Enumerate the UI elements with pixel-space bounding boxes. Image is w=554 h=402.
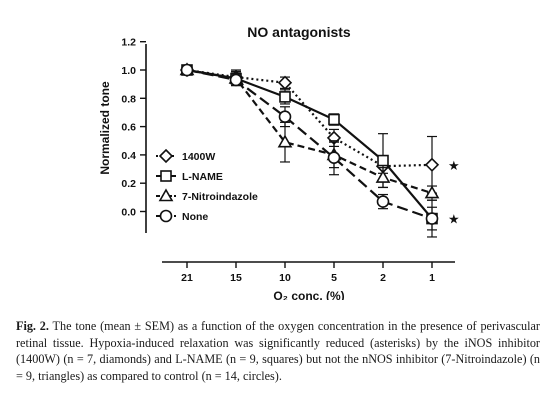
y-tick-label: 0.0: [121, 207, 136, 219]
x-tick-label: 2: [380, 272, 386, 284]
chart-title: NO antagonists: [247, 24, 351, 40]
data-point: [279, 91, 291, 103]
chart-svg: NO antagonists 1.21.00.80.60.40.20.021 15…: [98, 24, 460, 300]
y-tick-label: 1.0: [121, 65, 136, 77]
legend-label: 1400W: [182, 151, 215, 163]
y-tick-label: 1.2: [121, 37, 136, 49]
x-tick-label: 5: [331, 272, 337, 284]
series-none: [180, 63, 439, 238]
x-tick-label: 1: [429, 272, 435, 284]
data-point: [328, 113, 340, 126]
series-line: [186, 68, 433, 195]
legend-label: L-NAME: [182, 171, 223, 183]
series-layer: ★★: [179, 62, 460, 238]
x-tick-label: 21: [181, 272, 193, 284]
data-point: [229, 73, 243, 87]
chart: NO antagonists 1.2 1.0 0.8 0.6 0.4 0.2 0.0 21 15…: [98, 24, 460, 300]
legend-item: None: [156, 209, 208, 223]
data-point: [277, 134, 293, 148]
data-point: [424, 157, 440, 172]
series-line: [186, 68, 433, 220]
y-axis-label: Normalized tone: [98, 81, 112, 175]
significance-star: ★: [448, 159, 460, 174]
legend-marker: [159, 209, 173, 223]
data-point: [278, 110, 292, 123]
axes: 1.21.00.80.60.40.20.021 15 10 5 2 1: [121, 37, 455, 284]
legend-marker: [158, 188, 174, 202]
y-tick-label: 0.8: [121, 93, 136, 105]
figure-caption: Fig. 2. The tone (mean ± SEM) as a funct…: [16, 318, 540, 384]
y-tick-label: 0.4: [121, 150, 136, 162]
data-point: [376, 195, 390, 208]
series-line: [186, 68, 433, 168]
x-tick-label: 15: [230, 272, 242, 284]
legend-label: 7-Nitroindazole: [182, 191, 258, 203]
data-point: [327, 151, 341, 165]
data-point: [277, 75, 293, 90]
data-point: [424, 185, 440, 199]
legend-label: None: [182, 211, 208, 223]
data-point: [375, 169, 391, 183]
legend: 1400W L-NAME 7-Nitroindazole None: [156, 148, 258, 223]
significance-star: ★: [448, 213, 460, 228]
legend-item: 7-Nitroindazole: [156, 188, 258, 203]
data-point: [180, 63, 194, 77]
x-tick-label: 10: [279, 272, 291, 284]
legend-item: 1400W: [156, 148, 215, 164]
legend-marker: [158, 148, 174, 164]
series-line: [186, 68, 433, 220]
data-point: [425, 212, 439, 225]
data-point: [377, 154, 389, 167]
legend-marker: [160, 170, 172, 182]
y-tick-label: 0.2: [121, 178, 136, 190]
y-tick-label: 0.6: [121, 122, 136, 134]
caption-label: Fig. 2.: [16, 319, 49, 333]
x-axis-label: O₂ conc. (%): [273, 289, 344, 300]
caption-text: The tone (mean ± SEM) as a function of t…: [16, 319, 540, 383]
legend-item: L-NAME: [156, 170, 223, 183]
